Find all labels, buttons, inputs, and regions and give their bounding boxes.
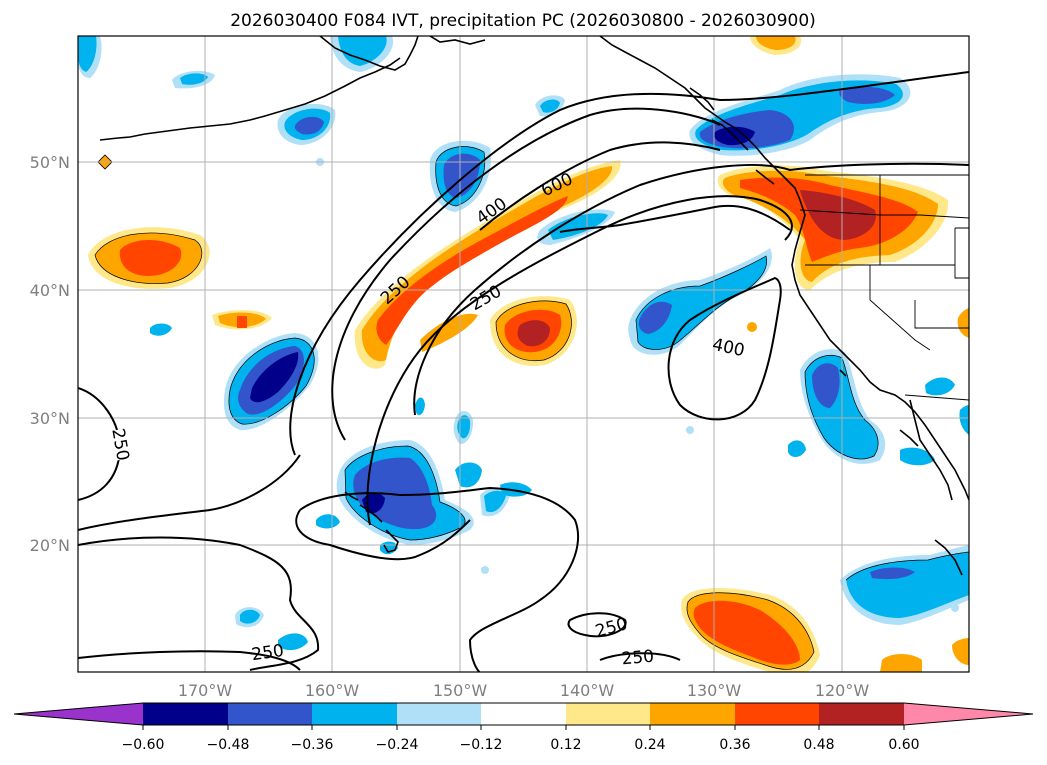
lon-label-130w: 130°W <box>687 681 742 700</box>
gridlines <box>78 36 969 672</box>
colorbar-bin-7 <box>650 703 735 725</box>
contour-label-250-bottom2: 250 <box>621 647 655 670</box>
ivt-contours <box>78 71 969 672</box>
coastlines <box>99 36 969 576</box>
colorbar-bin-9 <box>819 703 904 725</box>
colorbar-extend-min <box>14 703 143 725</box>
colorbar-bin-5 <box>481 703 566 725</box>
lon-label-160w: 160°W <box>305 681 360 700</box>
colorbar-bin-1 <box>143 703 228 725</box>
colorbar-label-8: 0.36 <box>719 737 750 753</box>
colorbar-extend-max <box>904 703 1033 725</box>
latitude-labels: 50°N 40°N 30°N 20°N <box>30 153 70 555</box>
borders <box>799 174 969 401</box>
colorbar-bin-4 <box>397 703 481 725</box>
positive-anomaly-fills <box>88 36 969 672</box>
lat-label-20n: 20°N <box>30 536 70 555</box>
lon-label-120w: 120°W <box>815 681 870 700</box>
colorbar: −0.60 −0.48 −0.36 −0.24 −0.12 0.12 0.24 … <box>13 702 1034 753</box>
negative-anomaly-fills <box>78 36 969 651</box>
lon-label-170w: 170°W <box>178 681 233 700</box>
colorbar-label-9: 0.48 <box>803 737 834 753</box>
colorbar-label-7: 0.24 <box>634 737 665 753</box>
map-area: 250 400 600 250 400 250 250 250 250 <box>78 36 969 672</box>
colorbar-label-5: −0.12 <box>460 737 503 753</box>
colorbar-bin-6 <box>566 703 650 725</box>
lat-label-30n: 30°N <box>30 409 70 428</box>
contour-label-250-sw: 250 <box>250 641 285 665</box>
colorbar-label-6: 0.12 <box>550 737 581 753</box>
colorbar-label-2: −0.48 <box>207 737 250 753</box>
colorbar-bin-2 <box>228 703 312 725</box>
colorbar-label-4: −0.24 <box>376 737 419 753</box>
longitude-labels: 170°W 160°W 150°W 140°W 130°W 120°W <box>178 681 870 700</box>
colorbar-label-10: 0.60 <box>888 737 919 753</box>
map-frame <box>77 35 970 673</box>
colorbar-label-1: −0.60 <box>122 737 165 753</box>
colorbar-bin-8 <box>735 703 819 725</box>
lon-label-140w: 140°W <box>560 681 615 700</box>
lat-label-50n: 50°N <box>30 153 70 172</box>
lon-label-150w: 150°W <box>433 681 488 700</box>
map-title: 2026030400 F084 IVT, precipitation PC (2… <box>230 11 816 31</box>
lat-label-40n: 40°N <box>30 281 70 300</box>
colorbar-bin-3 <box>312 703 397 725</box>
colorbar-label-3: −0.36 <box>291 737 334 753</box>
